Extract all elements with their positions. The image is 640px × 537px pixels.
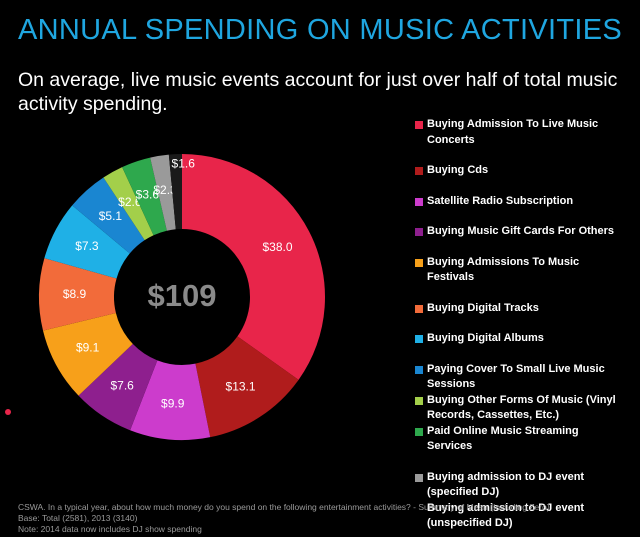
legend-label: Buying admission to DJ event (specified … xyxy=(427,470,585,499)
donut-slice xyxy=(195,336,299,438)
donut-slice xyxy=(122,157,167,236)
legend-label: Paying Cover To Small Live Music Session… xyxy=(427,362,605,391)
legend-label: Satellite Radio Subscription xyxy=(427,194,574,207)
donut-slice xyxy=(150,154,176,231)
legend-label: Buying admission to DJ event (unspecifie… xyxy=(427,501,585,530)
legend-item: Buying Cds xyxy=(413,163,623,179)
chart-title: ANNUAL SPENDING ON MUSIC ACTIVITIES xyxy=(18,14,623,46)
donut-slice xyxy=(103,167,154,241)
slice-label: $2.3 xyxy=(153,183,177,197)
legend-label: Buying Music Gift Cards For Others xyxy=(427,225,615,237)
slice-label: $7.3 xyxy=(75,239,99,253)
legend-item: Buying Admissions To Music Festivals xyxy=(413,255,623,286)
donut-slice xyxy=(182,154,325,380)
legend-label: Buying Digital Albums xyxy=(427,332,544,344)
legend-item: Buying Admission To Live Music Concerts xyxy=(413,117,623,148)
donut-slice xyxy=(43,313,133,396)
footnotes: CSWA. In a typical year, about how much … xyxy=(18,502,550,535)
legend-label: Buying Cds xyxy=(427,164,489,176)
legend-label: Paid Online Music Streaming Services xyxy=(427,424,579,453)
legend-item: Buying Music Gift Cards For Others xyxy=(413,224,623,240)
legend-item: Satellite Radio Subscription xyxy=(413,194,623,210)
chart-subtitle: On average, live music events account fo… xyxy=(18,69,618,115)
slice-label: $1.6 xyxy=(172,156,196,170)
footnote: Note: 2014 data now includes DJ show spe… xyxy=(18,524,202,534)
legend-item: Buying Digital Tracks xyxy=(413,301,623,317)
donut-slice xyxy=(44,205,130,279)
legend-swatch xyxy=(415,258,423,267)
legend-swatch xyxy=(415,396,423,405)
donut-slice xyxy=(38,258,117,331)
legend-swatch xyxy=(415,228,423,236)
slice-label: $9.9 xyxy=(161,396,185,410)
legend-item: Buying admission to DJ event (unspecifie… xyxy=(413,501,623,532)
legend-label: Buying Digital Tracks xyxy=(427,301,539,314)
legend-swatch xyxy=(415,304,423,313)
slice-label: $5.1 xyxy=(99,209,123,223)
legend-label: Buying Admission To Live Music Concerts xyxy=(427,118,599,146)
legend-swatch xyxy=(415,167,423,175)
legend: Buying Admission To Live Music Concerts B… xyxy=(413,117,623,532)
slice-label: $8.9 xyxy=(63,287,87,301)
legend-item: Paying Cover To Small Live Music Session… xyxy=(413,362,623,393)
donut-slice xyxy=(130,360,211,440)
legend-swatch xyxy=(415,427,423,436)
legend-swatch xyxy=(415,121,423,129)
legend-item: Buying Digital Albums xyxy=(413,331,623,347)
decoration-dot xyxy=(5,409,11,415)
legend-swatch xyxy=(415,473,423,482)
footnote: Base: Total (2581), 2013 (3140) xyxy=(18,513,138,523)
legend-swatch xyxy=(415,197,423,206)
legend-item: Buying admission to DJ event (specified … xyxy=(413,470,623,501)
center-label: $109 xyxy=(148,278,217,313)
donut-slice xyxy=(168,154,182,230)
legend-item: Buying Other Forms Of Music (Vinyl Recor… xyxy=(413,393,623,424)
donut-slice xyxy=(78,343,158,431)
legend-label: Buying Admissions To Music Festivals xyxy=(427,255,580,284)
footnote: CSWA. In a typical year, about how much … xyxy=(18,502,550,512)
donut-slice xyxy=(72,177,145,254)
legend-label: Buying Other Forms Of Music (Vinyl Recor… xyxy=(427,393,616,422)
slice-label: $9.1 xyxy=(76,341,100,355)
slice-label: $13.1 xyxy=(226,379,256,393)
legend-swatch xyxy=(415,365,423,374)
slice-label: $3.6 xyxy=(136,187,160,201)
legend-swatch xyxy=(415,335,423,343)
slice-label: $2.6 xyxy=(118,195,142,209)
slice-label: $7.6 xyxy=(110,378,134,392)
slice-label: $38.0 xyxy=(263,240,293,254)
legend-item: Paid Online Music Streaming Services xyxy=(413,424,623,455)
